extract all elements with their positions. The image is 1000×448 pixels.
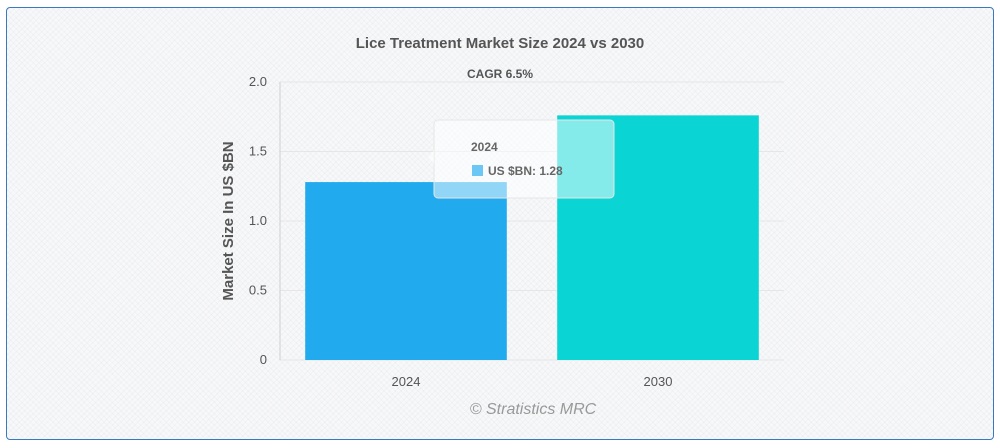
x-axis-ticks: 2024 2030 xyxy=(392,374,673,389)
credit-label: © Stratistics MRC xyxy=(470,401,597,418)
y-tick-label: 1.0 xyxy=(249,213,267,228)
chart-title: Lice Treatment Market Size 2024 vs 2030 xyxy=(356,35,645,52)
y-tick-label: 0 xyxy=(260,352,267,367)
chart-subtitle: CAGR 6.5% xyxy=(467,67,533,81)
tooltip-title: 2024 xyxy=(471,140,498,154)
y-tick-label: 2.0 xyxy=(249,74,267,89)
tooltip-pointer xyxy=(428,150,434,164)
tooltip: 2024 US $BN: 1.28 xyxy=(428,119,615,199)
y-tick-label: 0.5 xyxy=(249,283,267,298)
tooltip-box xyxy=(433,119,615,199)
y-tick-label: 1.5 xyxy=(249,144,267,159)
x-tick-label: 2030 xyxy=(644,374,673,389)
tooltip-swatch xyxy=(472,165,483,176)
y-axis-ticks: 0 0.5 1.0 1.5 2.0 xyxy=(249,74,267,367)
y-axis-label: Market Size In US $BN xyxy=(220,141,237,300)
tooltip-text: US $BN: 1.28 xyxy=(488,164,563,178)
bar-2024[interactable] xyxy=(305,182,507,360)
x-tick-label: 2024 xyxy=(392,374,421,389)
